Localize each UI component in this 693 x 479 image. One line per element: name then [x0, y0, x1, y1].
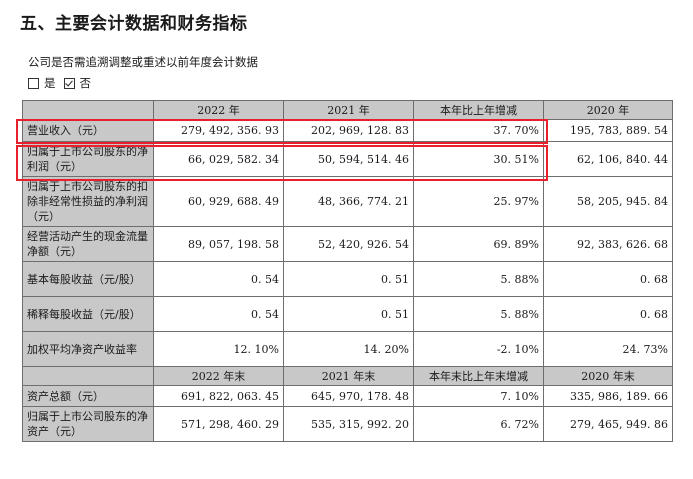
value-cell: 24. 73%	[543, 331, 673, 367]
value-cell: 195, 783, 889. 54	[543, 119, 673, 142]
table-row: 归属于上市公司股东的净利润（元） 66, 029, 582. 34 50, 594,…	[22, 141, 673, 177]
column-header: 2020 年末	[543, 366, 673, 386]
value-cell: 66, 029, 582. 34	[153, 141, 284, 177]
value-cell: 5. 88%	[413, 261, 544, 297]
column-header: 2022 年末	[153, 366, 284, 386]
row-label: 资产总额（元）	[22, 385, 154, 407]
header-row: 2022 年 2021 年本年比上年增减 2020 年	[22, 100, 673, 120]
row-label: 营业收入（元）	[22, 119, 154, 142]
column-header: 本年末比上年末增减	[413, 366, 544, 386]
value-cell: 6. 72%	[413, 406, 544, 442]
value-cell: 12. 10%	[153, 331, 284, 367]
value-cell: 0. 51	[283, 296, 414, 332]
value-cell: 335, 986, 189. 66	[543, 385, 673, 407]
value-cell: 535, 315, 992. 20	[283, 406, 414, 442]
checkbox-yes	[28, 77, 39, 89]
row-label: 归属于上市公司股东的扣除非经常性损益的净利润（元）	[22, 176, 154, 227]
table-row: 经营活动产生的现金流量净额（元） 89, 057, 198. 58 52, 420,…	[22, 226, 673, 262]
table-row: 归属于上市公司股东的净资产（元） 571, 298, 460. 29 535, 31…	[22, 406, 673, 442]
value-cell: 571, 298, 460. 29	[153, 406, 284, 442]
value-cell: 30. 51%	[413, 141, 544, 177]
choice-no-label: 否	[79, 76, 92, 90]
value-cell: 645, 970, 178. 48	[283, 385, 414, 407]
row-label: 经营活动产生的现金流量净额（元）	[22, 226, 154, 262]
value-cell: 48, 366, 774. 21	[283, 176, 414, 227]
checkbox-no-checked	[63, 77, 75, 89]
choice-yes-label: 是	[44, 76, 56, 90]
table-row: 营业收入（元） 279, 492, 356. 93 202, 969, 128. 8…	[22, 119, 673, 142]
table-row: 稀释每股收益（元/股） 0. 54 0. 51 5. 88% 0. 68	[22, 296, 673, 332]
restatement-choice: 是 否	[28, 75, 91, 91]
table-row: 资产总额（元） 691, 822, 063. 45 645, 970, 178. 4…	[22, 385, 673, 407]
table-row: 加权平均净资产收益率 12. 10% 14. 20% -2. 10% 24. 73%	[22, 331, 673, 367]
column-header: 2021 年	[283, 100, 414, 120]
value-cell: 7. 10%	[413, 385, 544, 407]
table-row: 归属于上市公司股东的扣除非经常性损益的净利润（元） 60, 929, 688. 4…	[22, 176, 673, 227]
row-label: 稀释每股收益（元/股）	[22, 296, 154, 332]
value-cell: 89, 057, 198. 58	[153, 226, 284, 262]
value-cell: 25. 97%	[413, 176, 544, 227]
value-cell: 60, 929, 688. 49	[153, 176, 284, 227]
column-header: 本年比上年增减	[413, 100, 544, 120]
value-cell: 0. 54	[153, 296, 284, 332]
column-header: 2021 年末	[283, 366, 414, 386]
value-cell: 0. 68	[543, 261, 673, 297]
header-blank-cell	[22, 366, 154, 386]
header-blank-cell	[22, 100, 154, 120]
value-cell: 52, 420, 926. 54	[283, 226, 414, 262]
value-cell: 14. 20%	[283, 331, 414, 367]
financial-indicators-table: 2022 年 2021 年本年比上年增减 2020 年营业收入（元） 279, 492…	[22, 100, 673, 442]
restatement-question: 公司是否需追溯调整或重述以前年度会计数据	[28, 55, 258, 69]
row-label: 归属于上市公司股东的净利润（元）	[22, 141, 154, 177]
value-cell: 5. 88%	[413, 296, 544, 332]
highlight-box-revenue	[16, 119, 548, 144]
value-cell: 69. 89%	[413, 226, 544, 262]
value-cell: 58, 205, 945. 84	[543, 176, 673, 227]
value-cell: 0. 54	[153, 261, 284, 297]
value-cell: 279, 465, 949. 86	[543, 406, 673, 442]
row-label: 加权平均净资产收益率	[22, 331, 154, 367]
row-label: 归属于上市公司股东的净资产（元）	[22, 406, 154, 442]
value-cell: 0. 51	[283, 261, 414, 297]
section-heading: 五、主要会计数据和财务指标	[20, 14, 248, 34]
value-cell: 691, 822, 063. 45	[153, 385, 284, 407]
highlight-box-net-profit	[16, 145, 548, 181]
value-cell: 62, 106, 840. 44	[543, 141, 673, 177]
row-label: 基本每股收益（元/股）	[22, 261, 154, 297]
value-cell: 0. 68	[543, 296, 673, 332]
table-row: 基本每股收益（元/股） 0. 54 0. 51 5. 88% 0. 68	[22, 261, 673, 297]
header-row: 2022 年末 2021 年末 本年末比上年末增减 2020 年末	[22, 366, 673, 386]
column-header: 2020 年	[543, 100, 673, 120]
column-header: 2022 年	[153, 100, 284, 120]
value-cell: -2. 10%	[413, 331, 544, 367]
value-cell: 92, 383, 626. 68	[543, 226, 673, 262]
